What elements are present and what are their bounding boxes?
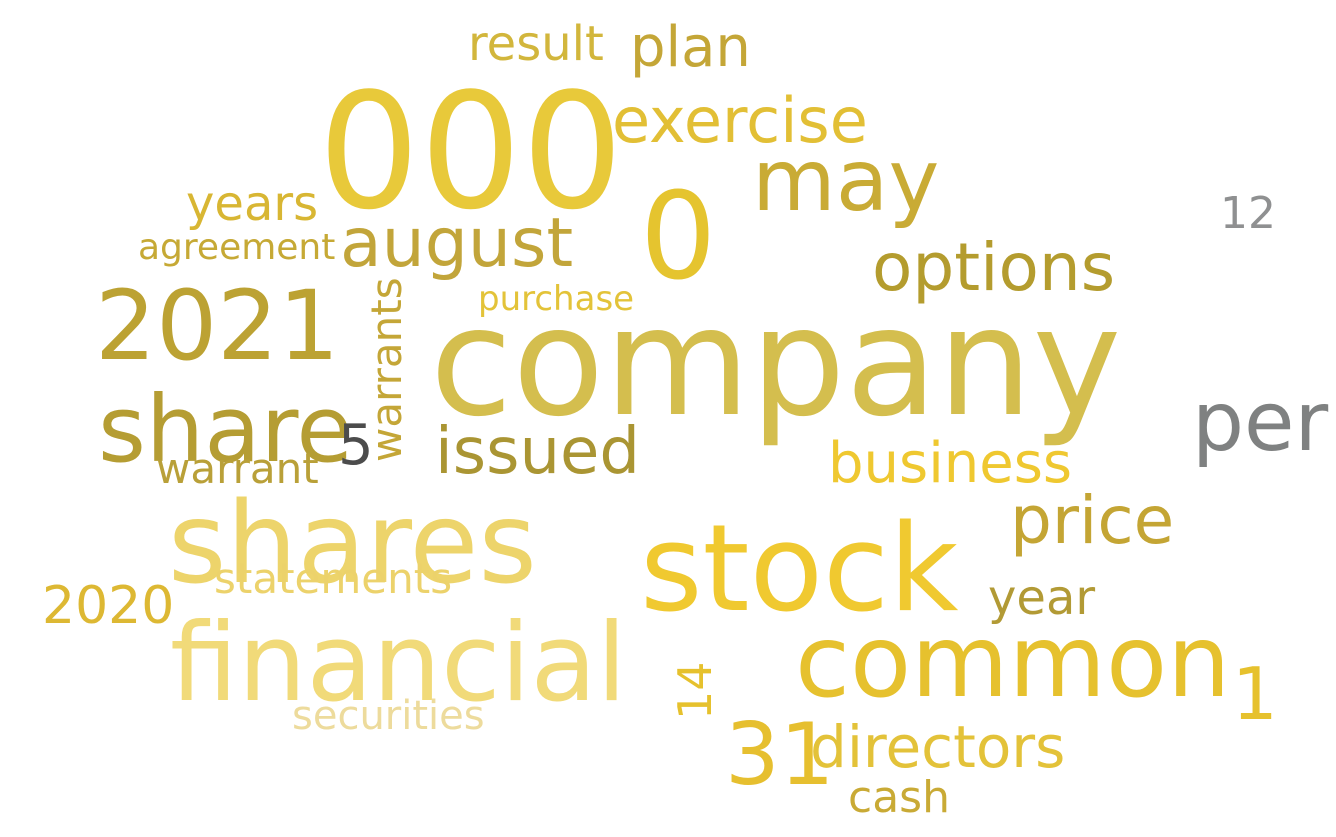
word-result: result xyxy=(468,16,604,72)
word-securities: securities xyxy=(292,693,485,739)
word-price: price xyxy=(1010,482,1175,559)
word-purchase: purchase xyxy=(478,279,635,319)
word-business: business xyxy=(828,431,1073,496)
word-may: may xyxy=(752,131,940,231)
word-agreement: agreement xyxy=(138,227,336,268)
word-14: 14 xyxy=(668,661,722,720)
word-directors: directors xyxy=(810,713,1066,781)
word-exercise: exercise xyxy=(612,84,868,157)
word-options: options xyxy=(872,229,1116,306)
word-0: 0 xyxy=(640,168,717,307)
word-year: year xyxy=(988,570,1096,626)
word-1: 1 xyxy=(1232,652,1278,736)
word-000: 000 xyxy=(318,58,624,245)
word-12: 12 xyxy=(1220,188,1276,239)
word-august: august xyxy=(340,204,574,283)
word-company: company xyxy=(430,276,1122,450)
word-2020: 2020 xyxy=(42,576,175,636)
word-years: years xyxy=(186,176,319,232)
word-common: common xyxy=(795,603,1231,720)
word-warrants: warrants xyxy=(362,277,411,462)
word-share: share xyxy=(98,376,354,483)
word-per: per xyxy=(1192,375,1329,470)
word-statements: statements xyxy=(214,554,453,603)
word-5: 5 xyxy=(338,413,374,478)
word-shares: shares xyxy=(168,479,537,609)
word-2021: 2021 xyxy=(95,270,340,382)
word-cash: cash xyxy=(848,772,950,823)
word-warrant: warrant xyxy=(156,444,319,493)
word-31: 31 xyxy=(725,705,835,805)
word-financial: financial xyxy=(170,601,627,726)
word-issued: issued xyxy=(435,415,641,489)
word-stock: stock xyxy=(640,500,959,639)
word-plan: plan xyxy=(630,15,751,80)
